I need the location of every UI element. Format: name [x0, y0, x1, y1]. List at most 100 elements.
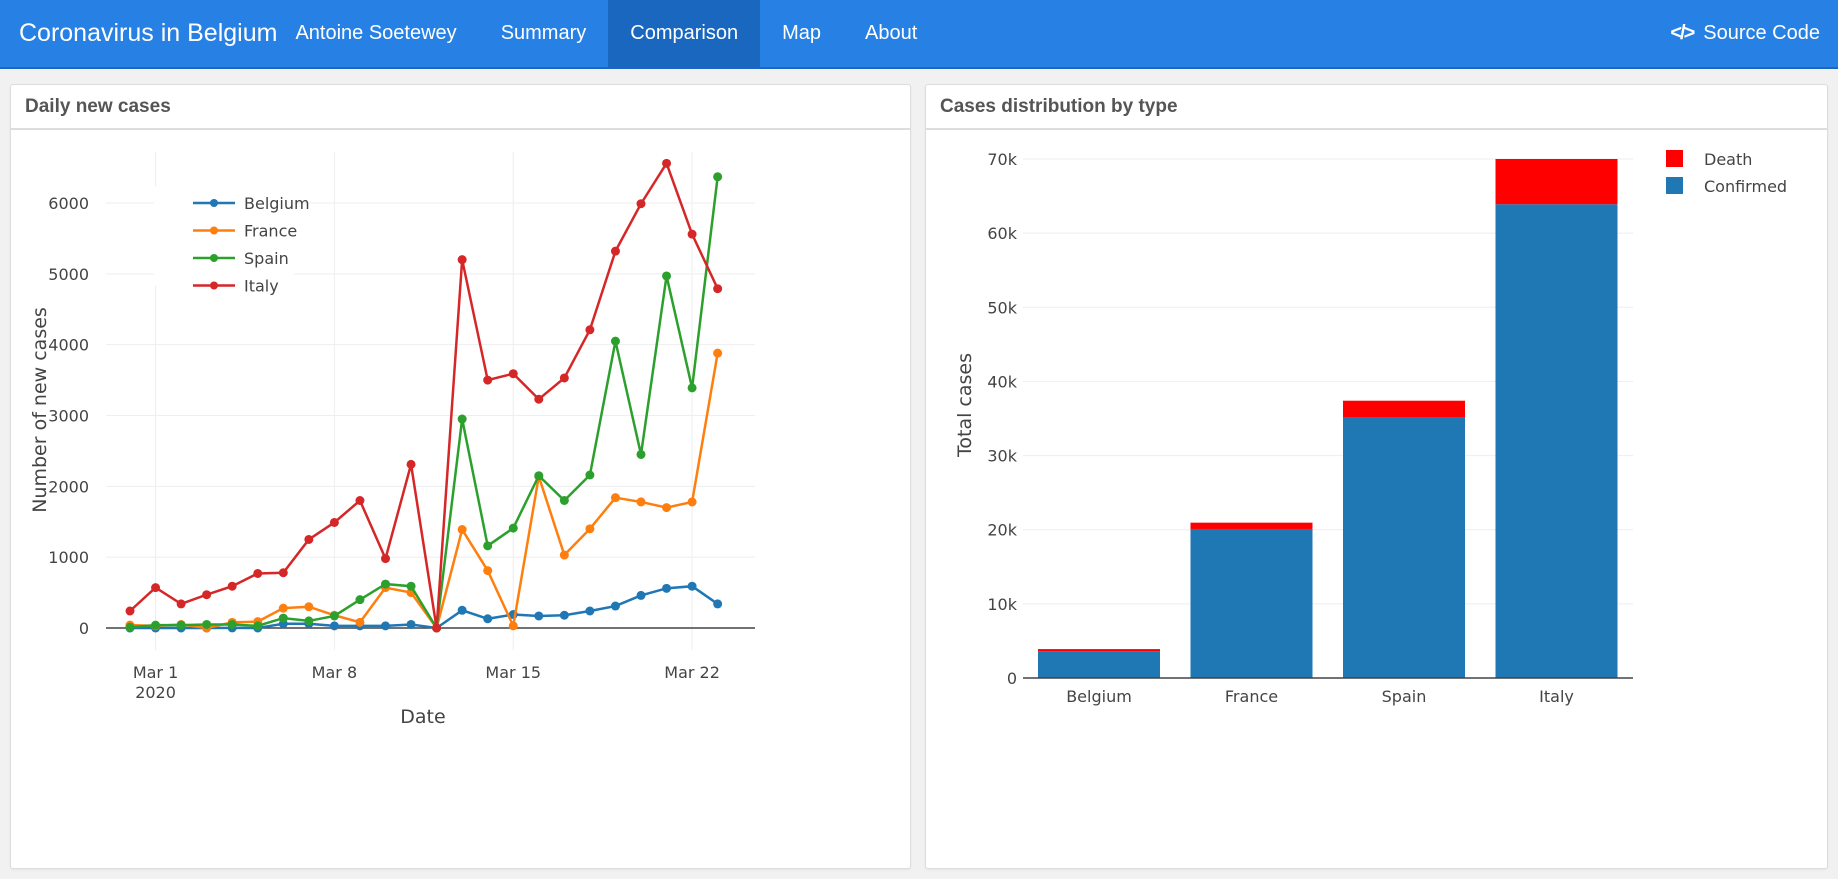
- legend-marker-france: [210, 226, 218, 235]
- data-point-belgium: [585, 606, 595, 616]
- legend-label-belgium: Belgium: [244, 194, 310, 213]
- bar-confirmed-spain: [1343, 417, 1465, 678]
- source-code-label: Source Code: [1703, 22, 1820, 44]
- y-tick-label: 20k: [987, 521, 1017, 540]
- daily-cases-panel: Daily new cases Mar 1 2020 Mar 8 Mar 15 Mar …: [10, 84, 911, 869]
- data-point-france: [508, 621, 518, 631]
- data-point-belgium: [559, 610, 569, 620]
- bar-death-italy: [1495, 159, 1618, 205]
- x-tick-label: Mar 1: [133, 663, 178, 682]
- data-point-belgium: [610, 601, 620, 611]
- y-tick-label: 1000: [48, 548, 89, 567]
- data-point-spain: [125, 622, 135, 632]
- legend-swatch-death: [1666, 150, 1683, 167]
- data-point-italy: [610, 246, 620, 256]
- cases-distribution-bar-chart[interactable]: 0 10k 20k 30k 40k 50k 60k 70k Total cases Belgium…: [926, 130, 1827, 866]
- legend-label-confirmed: Confirmed: [1704, 177, 1787, 196]
- nav-item-comparison[interactable]: Comparison: [608, 0, 761, 67]
- nav-item-map[interactable]: Map: [782, 22, 821, 44]
- data-point-france: [355, 617, 365, 627]
- data-point-france: [585, 524, 595, 534]
- x-tick-label: Spain: [1382, 687, 1427, 706]
- data-point-belgium: [381, 621, 390, 631]
- data-point-spain: [559, 496, 569, 505]
- data-point-spain: [687, 383, 697, 393]
- data-point-belgium: [329, 621, 339, 631]
- x-tick-label: Mar 8: [312, 663, 357, 682]
- data-point-france: [278, 603, 288, 613]
- data-point-spain: [610, 336, 620, 346]
- legend-label-death: Death: [1704, 150, 1752, 169]
- y-tick-label: 6000: [48, 194, 89, 213]
- y-tick-label: 40k: [987, 372, 1017, 391]
- bar-death-spain: [1343, 400, 1465, 418]
- legend-swatch-confirmed: [1666, 177, 1683, 194]
- data-point-italy: [253, 568, 263, 578]
- data-point-italy: [432, 623, 442, 633]
- data-point-italy: [508, 369, 518, 379]
- data-point-spain: [278, 613, 288, 623]
- data-point-spain: [202, 619, 212, 629]
- data-point-italy: [713, 284, 723, 294]
- cases-distribution-panel: Cases distribution by type 0 10k 20k 30k 40k…: [925, 84, 1828, 869]
- x-tick-label: Belgium: [1066, 687, 1132, 706]
- x-tick-label: Italy: [1539, 687, 1574, 706]
- brand-title[interactable]: Coronavirus in Belgium: [19, 19, 278, 47]
- data-point-spain: [662, 271, 672, 281]
- x-tick-sublabel: 2020: [135, 683, 176, 702]
- panel-title: Cases distribution by type: [926, 85, 1827, 130]
- bar-confirmed-italy: [1495, 204, 1618, 678]
- data-point-spain: [355, 595, 365, 605]
- y-tick-label: 5000: [48, 265, 89, 284]
- data-point-spain: [304, 616, 314, 626]
- legend-marker-italy: [210, 281, 218, 290]
- x-tick-label: Mar 22: [664, 663, 720, 682]
- data-point-italy: [662, 158, 672, 168]
- data-point-france: [713, 348, 723, 358]
- bar-confirmed-belgium: [1038, 651, 1160, 678]
- bar-confirmed-france: [1190, 528, 1313, 678]
- data-point-belgium: [687, 581, 697, 591]
- data-point-spain: [636, 449, 646, 459]
- data-point-italy: [125, 606, 135, 616]
- legend-label-spain: Spain: [244, 249, 289, 268]
- data-point-italy: [151, 583, 161, 593]
- y-tick-label: 60k: [987, 224, 1017, 243]
- data-point-italy: [406, 459, 416, 469]
- data-point-france: [662, 503, 672, 513]
- data-point-spain: [585, 470, 595, 480]
- x-tick-label: Mar 15: [485, 663, 541, 682]
- data-point-italy: [329, 517, 339, 527]
- y-tick-label: 4000: [48, 336, 89, 355]
- bar-death-france: [1190, 522, 1313, 529]
- author-name: Antoine Soetewey: [295, 22, 457, 44]
- data-point-spain: [534, 471, 544, 481]
- nav-item-about[interactable]: About: [865, 22, 918, 44]
- nav-item-summary[interactable]: Summary: [500, 22, 587, 44]
- data-point-italy: [457, 255, 467, 265]
- legend[interactable]: Belgium France Spain Italy: [154, 186, 310, 296]
- data-point-italy: [304, 534, 314, 544]
- y-tick-label: 70k: [987, 150, 1017, 169]
- y-axis-title: Number of new cases: [29, 307, 51, 513]
- data-point-belgium: [713, 599, 723, 609]
- legend-label-italy: Italy: [244, 277, 279, 296]
- data-point-italy: [278, 568, 288, 578]
- data-point-france: [636, 497, 646, 507]
- y-tick-label: 10k: [987, 595, 1017, 614]
- navbar: Coronavirus in Belgium Antoine Soetewey …: [0, 0, 1838, 69]
- data-point-belgium: [662, 583, 672, 593]
- data-point-italy: [534, 394, 544, 404]
- data-point-spain: [329, 611, 339, 621]
- data-point-spain: [151, 620, 161, 630]
- code-icon: </>: [1670, 22, 1695, 44]
- data-point-belgium: [457, 605, 467, 615]
- data-point-italy: [355, 496, 365, 505]
- data-point-france: [457, 525, 467, 535]
- source-code-link[interactable]: </> Source Code: [1670, 0, 1838, 67]
- legend[interactable]: Death Confirmed: [1666, 150, 1787, 196]
- x-axis-title: Date: [400, 706, 445, 728]
- data-point-italy: [585, 325, 595, 335]
- data-point-spain: [253, 621, 263, 631]
